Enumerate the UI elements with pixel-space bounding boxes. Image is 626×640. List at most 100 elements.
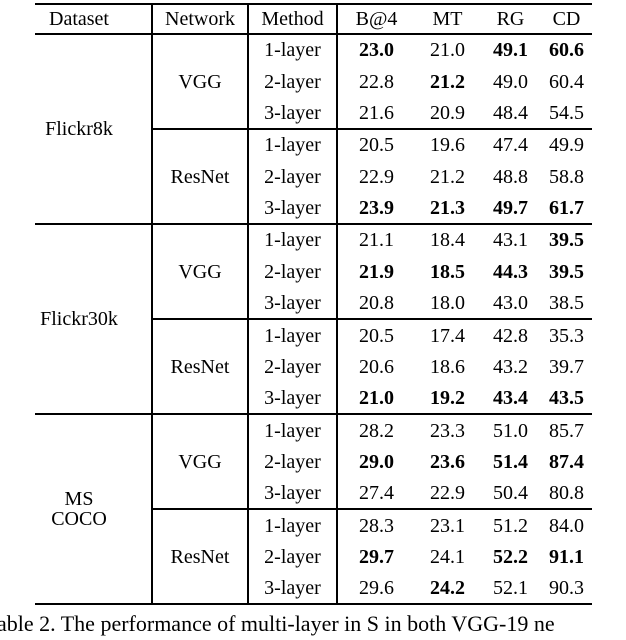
- metric-value-cell: 21.0: [430, 39, 465, 62]
- table-row: 3-layer 21.0 19.2 43.4 43.5: [35, 382, 592, 415]
- metric-value-cell: 28.2: [337, 413, 415, 446]
- metric-value-cell: 39.7: [549, 355, 584, 378]
- metric-value-cell: 18.5: [430, 260, 465, 283]
- metric-value-cell: 21.1: [337, 223, 415, 256]
- table-row: MS COCO VGG 1-layer 28.2 23.3 51.0 85.7: [35, 413, 592, 605]
- metric-value-cell: 44.3: [493, 260, 528, 283]
- table-row: ResNet 1-layer 20.5 19.6 47.4 49.9: [35, 128, 592, 225]
- metric-value-cell: 60.6: [549, 39, 584, 62]
- metric-value-cell: 49.7: [493, 196, 528, 219]
- method-cell: 1-layer: [248, 508, 338, 541]
- results-table: Dataset Network Method B@4 MT RG CD Flic…: [35, 3, 592, 606]
- metric-value-cell: 47.4: [480, 128, 541, 161]
- metric-value-cell: 23.0: [359, 39, 394, 62]
- metric-value-cell: 51.0: [480, 413, 541, 446]
- metric-value-cell: 18.6: [430, 355, 465, 378]
- metric-value-cell: 49.1: [493, 39, 528, 62]
- metric-value-cell: 54.5: [549, 101, 584, 124]
- metric-value-cell: 52.2: [493, 545, 528, 568]
- metric-value-cell: 29.6: [359, 577, 394, 600]
- metric-value-cell: 17.4: [415, 318, 480, 351]
- metric-value-cell: 28.3: [337, 508, 415, 541]
- metric-value-cell: 20.6: [359, 355, 394, 378]
- table-row: 2-layer 20.6 18.6 43.2 39.7: [35, 350, 592, 383]
- metric-value-cell: 51.4: [493, 450, 528, 473]
- metric-value-cell: 50.4: [493, 481, 528, 504]
- method-cell: 3-layer: [248, 287, 338, 320]
- method-cell: 1-layer: [248, 34, 338, 66]
- header-b4: B@4: [337, 4, 415, 35]
- metric-value-cell: 48.8: [493, 165, 528, 188]
- metric-value-cell: 24.1: [430, 545, 465, 568]
- metric-value-cell: 29.7: [359, 545, 394, 568]
- method-cell: 3-layer: [248, 382, 338, 415]
- metric-value-cell: 43.2: [493, 355, 528, 378]
- network-cell: ResNet: [152, 508, 249, 605]
- table-row: 3-layer 27.4 22.9 50.4 80.8: [35, 477, 592, 510]
- metric-value-cell: 48.4: [493, 101, 528, 124]
- metric-value-cell: 43.4: [493, 386, 528, 409]
- header-row: Dataset Network Method B@4 MT RG CD: [35, 4, 592, 35]
- network-cell: VGG: [152, 413, 249, 510]
- table-row: Flickr30k VGG 1-layer 21.1 18.4 43.1 39.5: [35, 223, 592, 415]
- table-row: ResNet 1-layer 20.5 17.4 42.8 35.3: [35, 318, 592, 415]
- metric-value-cell: 23.3: [415, 413, 480, 446]
- method-cell: 1-layer: [248, 318, 338, 351]
- dataset-cell: Flickr30k: [35, 223, 153, 415]
- method-cell: 3-layer: [248, 572, 338, 605]
- table-caption: able 2. The performance of multi-layer i…: [0, 611, 555, 636]
- method-cell: 3-layer: [248, 97, 338, 130]
- table-row: 3-layer 29.6 24.2 52.1 90.3: [35, 572, 592, 605]
- table-row: ResNet 1-layer 28.3 23.1 51.2 84.0: [35, 508, 592, 605]
- metric-value-cell: 22.9: [430, 481, 465, 504]
- metric-value-cell: 20.9: [430, 101, 465, 124]
- table-row: 2-layer 21.9 18.5 44.3 39.5: [35, 255, 592, 288]
- table-row: 3-layer 23.9 21.3 49.7 61.7: [35, 192, 592, 225]
- table-row: 2-layer 29.0 23.6 51.4 87.4: [35, 445, 592, 478]
- table-row: 3-layer 21.6 20.9 48.4 54.5: [35, 97, 592, 130]
- network-cell: ResNet: [152, 128, 249, 225]
- method-cell: 1-layer: [248, 223, 338, 256]
- method-cell: 2-layer: [248, 65, 338, 98]
- table-row: 2-layer 29.7 24.1 52.2 91.1: [35, 541, 592, 573]
- metric-value-cell: 27.4: [359, 481, 394, 504]
- metric-value-cell: 18.4: [415, 223, 480, 256]
- network-cell: VGG: [152, 34, 249, 130]
- header-method: Method: [248, 4, 338, 35]
- metric-value-cell: 58.8: [549, 165, 584, 188]
- metric-value-cell: 24.2: [430, 577, 465, 600]
- metric-value-cell: 51.2: [480, 508, 541, 541]
- metric-value-cell: 29.0: [359, 450, 394, 473]
- method-cell: 2-layer: [248, 255, 338, 288]
- metric-value-cell: 22.8: [359, 70, 394, 93]
- header-cd: CD: [541, 4, 592, 35]
- metric-value-cell: 43.5: [549, 386, 584, 409]
- metric-value-cell: 61.7: [549, 196, 584, 219]
- metric-value-cell: 43.1: [480, 223, 541, 256]
- header-network: Network: [152, 4, 249, 35]
- metric-value-cell: 52.1: [493, 577, 528, 600]
- metric-value-cell: 21.3: [430, 196, 465, 219]
- metric-value-cell: 49.0: [493, 70, 528, 93]
- metric-value-cell: 21.2: [430, 70, 465, 93]
- header-dataset: Dataset: [35, 4, 153, 35]
- table-row: 2-layer 22.8 21.2 49.0 60.4: [35, 65, 592, 98]
- metric-value-cell: 18.0: [430, 291, 465, 314]
- table-body: Flickr8k VGG 1-layer 23.0 21.0 49.1 60.6 2-laye…: [35, 34, 592, 605]
- metric-value-cell: 23.9: [359, 196, 394, 219]
- metric-value-cell: 35.3: [541, 318, 592, 351]
- method-cell: 3-layer: [248, 192, 338, 225]
- metric-value-cell: 21.9: [359, 260, 394, 283]
- dataset-cell: MS COCO: [35, 413, 153, 605]
- metric-value-cell: 23.1: [415, 508, 480, 541]
- metric-value-cell: 49.9: [541, 128, 592, 161]
- metric-value-cell: 38.5: [549, 291, 584, 314]
- method-cell: 3-layer: [248, 477, 338, 510]
- metric-value-cell: 21.0: [359, 386, 394, 409]
- metric-value-cell: 85.7: [541, 413, 592, 446]
- metric-value-cell: 21.6: [359, 101, 394, 124]
- method-cell: 2-layer: [248, 350, 338, 383]
- metric-value-cell: 60.4: [549, 70, 584, 93]
- metric-value-cell: 19.2: [430, 386, 465, 409]
- table-row: Flickr8k VGG 1-layer 23.0 21.0 49.1 60.6: [35, 34, 592, 225]
